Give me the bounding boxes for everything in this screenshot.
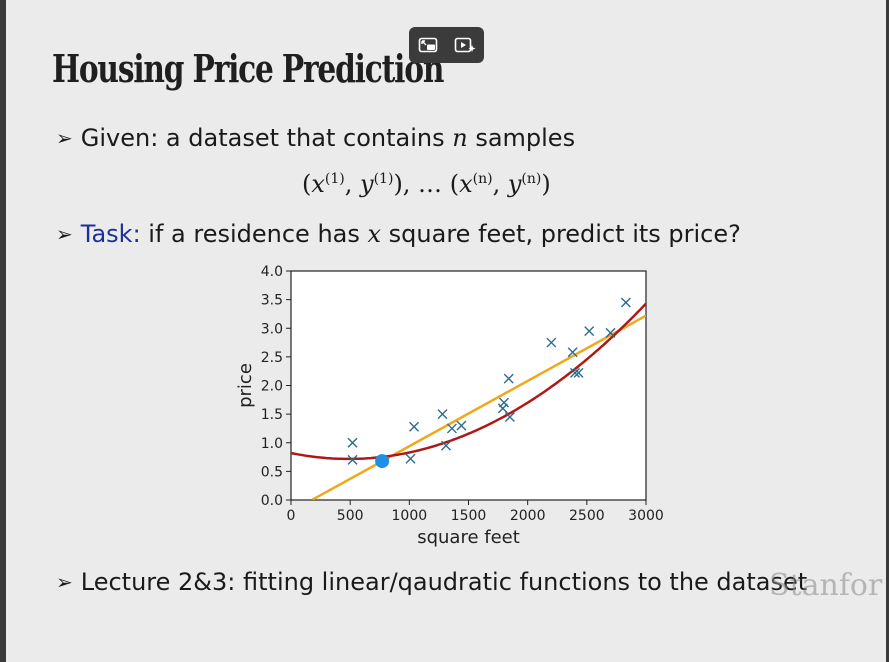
slide-title: Housing Price Prediction <box>52 46 444 91</box>
plot-area <box>290 270 647 501</box>
video-toolbar <box>409 27 484 63</box>
formula-comma1: , <box>344 170 361 198</box>
dataset-formula: (x(1), y(1)), … (x(n), y(n)) <box>302 170 551 198</box>
pip-icon[interactable] <box>415 32 441 58</box>
data-point <box>546 337 557 348</box>
y-tick-label: 0.0 <box>261 493 283 509</box>
bullet-lecture: ➢ Lecture 2&3: fitting linear/qaudratic f… <box>56 568 807 596</box>
x-tick-label: 2000 <box>510 508 546 524</box>
formula-x1: x <box>311 170 325 198</box>
quadratic-fit-curve <box>291 302 646 461</box>
ai-video-icon[interactable] <box>452 32 478 58</box>
bullet-arrow-icon: ➢ <box>56 222 73 246</box>
formula-yn-sup: (n) <box>521 171 542 187</box>
bullet-task-prefix: if a residence has <box>140 220 368 248</box>
x-tick-label: 0 <box>287 508 296 524</box>
data-point <box>347 437 358 448</box>
formula-x1-sup: (1) <box>324 171 345 187</box>
data-point <box>405 453 416 464</box>
y-axis-label: price <box>235 363 256 408</box>
formula-xn-sup: (n) <box>472 171 493 187</box>
data-point <box>570 367 580 378</box>
bullet-task-suffix: square feet, predict its price? <box>381 220 741 248</box>
x-tick-label: 1000 <box>392 508 428 524</box>
formula-y1-sup: (1) <box>373 171 394 187</box>
data-point <box>347 454 358 465</box>
data-point <box>620 297 631 308</box>
formula-close2: ) <box>541 170 551 198</box>
y-tick-label: 3.0 <box>261 321 283 337</box>
y-tick-label: 1.5 <box>261 407 283 423</box>
bullet-arrow-icon: ➢ <box>56 570 73 594</box>
formula-close1: ), … ( <box>393 170 460 198</box>
y-tick-label: 4.0 <box>261 264 283 280</box>
data-point <box>605 327 616 338</box>
bullet-task: ➢ Task: if a residence has x square feet,… <box>56 220 741 248</box>
data-point <box>504 411 515 422</box>
data-point <box>567 347 578 358</box>
data-point <box>446 423 457 434</box>
x-tick-label: 1500 <box>451 508 487 524</box>
left-window-edge <box>0 0 6 662</box>
y-tick-label: 2.0 <box>261 379 283 395</box>
linear-fit-line <box>311 314 646 500</box>
y-tick-label: 0.5 <box>261 464 283 480</box>
x-tick-label: 2500 <box>569 508 605 524</box>
right-window-edge <box>886 0 889 662</box>
bullet-task-var: x <box>367 220 382 248</box>
x-axis-label: square feet <box>417 527 520 548</box>
data-point <box>437 409 448 420</box>
data-point <box>499 397 509 408</box>
formula-comma2: , <box>492 170 508 198</box>
bullet-lecture-text: Lecture 2&3: fitting linear/qaudratic fu… <box>80 568 808 596</box>
x-tick-label: 500 <box>337 508 364 524</box>
formula-open: ( <box>302 170 312 198</box>
lecture-slide: Housing Price Prediction ➢ Given: a datas… <box>6 0 886 662</box>
y-tick-label: 2.5 <box>261 350 283 366</box>
data-point <box>503 373 514 384</box>
data-point <box>584 326 595 337</box>
housing-price-chart: 0 500 1000 1500 2000 2500 3000 0.0 0.5 1.0 1.5 2.0 2… <box>235 264 664 548</box>
formula-yn: y <box>507 170 522 198</box>
bullet-arrow-icon: ➢ <box>56 126 73 150</box>
y-tick-label: 1.0 <box>261 436 283 452</box>
task-label: Task: <box>80 220 141 248</box>
x-tick-label: 3000 <box>628 508 664 524</box>
bullet-given-var: n <box>452 124 468 152</box>
highlighted-point <box>375 454 390 469</box>
stanford-watermark: Stanfor <box>769 568 883 603</box>
formula-y1: y <box>360 170 374 198</box>
formula-xn: x <box>459 170 473 198</box>
y-tick-label: 3.5 <box>261 293 283 309</box>
bullet-given-suffix: samples <box>467 124 576 152</box>
bullet-given: ➢ Given: a dataset that contains n sample… <box>56 124 575 152</box>
bullet-given-prefix: Given: a dataset that contains <box>80 124 453 152</box>
data-point <box>409 421 420 432</box>
data-point <box>441 440 452 451</box>
data-point <box>573 367 584 378</box>
data-point <box>456 420 467 431</box>
